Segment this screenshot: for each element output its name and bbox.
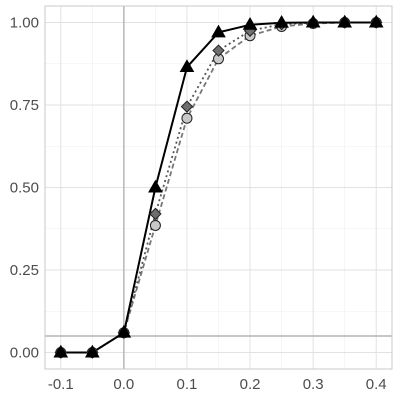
data-point-triangle (274, 15, 289, 28)
data-point-triangle (148, 179, 163, 193)
data-point-circle (149, 219, 161, 231)
x-tick-label: 0.1 (177, 376, 198, 393)
data-point-diamond (149, 207, 162, 221)
data-point-triangle (53, 344, 69, 358)
y-tick-label: 1.00 (10, 15, 39, 32)
data-point-triangle (242, 17, 258, 30)
data-point-triangle (116, 324, 132, 338)
y-tick-label: 0.25 (10, 262, 39, 279)
data-point-diamond (212, 44, 225, 57)
y-tick-label: 0.50 (10, 180, 39, 197)
y-tick-label: 0.00 (10, 345, 39, 362)
data-point-triangle (305, 14, 321, 28)
x-tick-label: 0.4 (366, 376, 387, 393)
x-tick-label: 0.2 (240, 376, 261, 393)
data-point-triangle (337, 14, 353, 28)
x-tick-label: 0.3 (303, 376, 324, 393)
data-point-triangle (179, 59, 195, 72)
x-tick-label: 0.0 (113, 376, 134, 393)
x-tick-label: -0.1 (48, 376, 74, 393)
data-point-triangle (84, 344, 100, 358)
data-point-triangle (211, 24, 226, 38)
plot-border (44, 5, 393, 370)
data-point-circle (181, 112, 193, 124)
data-point-diamond (180, 100, 194, 113)
data-point-triangle (368, 14, 384, 28)
y-tick-label: 0.75 (10, 97, 39, 114)
